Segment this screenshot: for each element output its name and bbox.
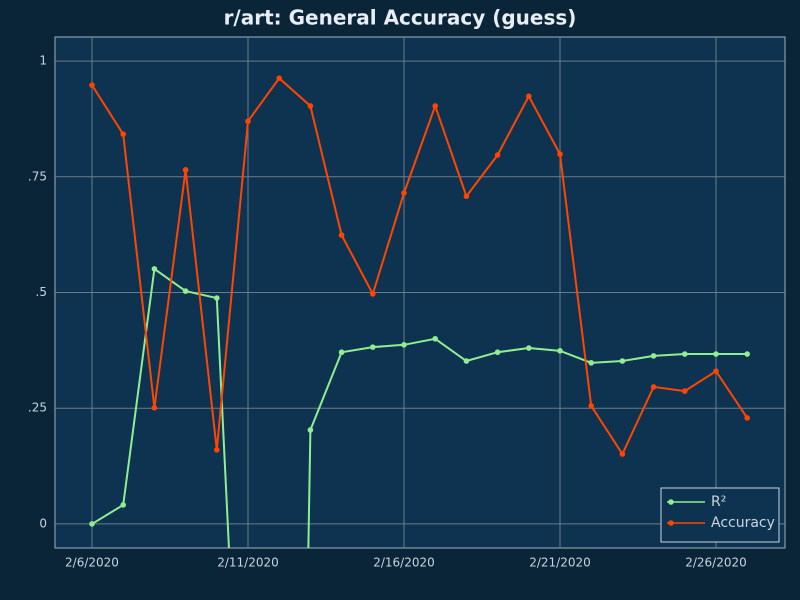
series-line <box>91 267 748 548</box>
y-tick-label: 0 <box>39 516 47 530</box>
chart-title: r/art: General Accuracy (guess) <box>224 6 577 30</box>
data-point <box>713 351 719 357</box>
legend-box <box>660 487 780 543</box>
data-point <box>370 291 376 297</box>
y-tick-label: 1 <box>39 54 47 68</box>
data-point <box>182 288 189 294</box>
data-point <box>182 167 189 173</box>
x-tick-label: 2/11/2020 <box>217 556 279 570</box>
data-point <box>338 232 345 238</box>
data-point <box>432 335 439 342</box>
legend-label: R² <box>711 494 726 510</box>
data-point <box>463 193 470 200</box>
x-tick-label: 2/21/2020 <box>529 556 591 570</box>
data-point <box>151 266 158 272</box>
data-point <box>307 103 314 109</box>
data-point <box>713 368 719 374</box>
data-point <box>89 82 95 88</box>
data-point <box>744 415 750 421</box>
data-point <box>744 351 750 357</box>
data-point <box>214 295 220 301</box>
data-point <box>557 348 563 354</box>
data-point <box>214 447 220 453</box>
data-point <box>619 451 626 457</box>
data-point <box>151 404 158 411</box>
data-point <box>276 75 283 81</box>
data-point <box>588 403 594 409</box>
data-point <box>120 131 126 138</box>
x-tick-label: 2/26/2020 <box>685 556 747 570</box>
data-point <box>370 344 376 350</box>
data-point <box>463 358 470 364</box>
data-point <box>338 349 345 356</box>
data-point <box>120 502 126 508</box>
data-point <box>682 351 688 357</box>
y-tick-label: .75 <box>28 169 47 183</box>
data-point <box>245 118 251 125</box>
legend-label: Accuracy <box>711 515 775 531</box>
data-point <box>307 427 314 433</box>
data-point <box>526 93 532 100</box>
data-point <box>494 152 501 158</box>
data-point <box>588 360 594 366</box>
legend-marker <box>668 499 674 505</box>
data-point <box>526 345 532 351</box>
data-point <box>557 151 563 157</box>
data-point <box>619 358 626 364</box>
legend-marker <box>668 520 674 526</box>
data-point <box>494 349 501 356</box>
data-point <box>432 103 439 109</box>
data-point <box>650 384 657 390</box>
y-tick-label: .5 <box>36 285 47 299</box>
series-layer <box>89 75 750 548</box>
data-point <box>89 521 95 527</box>
y-tick-label: .25 <box>28 401 47 415</box>
data-point <box>401 342 407 348</box>
data-point <box>682 388 688 394</box>
data-point <box>650 353 657 359</box>
x-tick-label: 2/16/2020 <box>373 556 435 570</box>
data-point <box>401 190 407 196</box>
x-tick-label: 2/6/2020 <box>65 556 119 570</box>
series-line <box>91 76 749 457</box>
